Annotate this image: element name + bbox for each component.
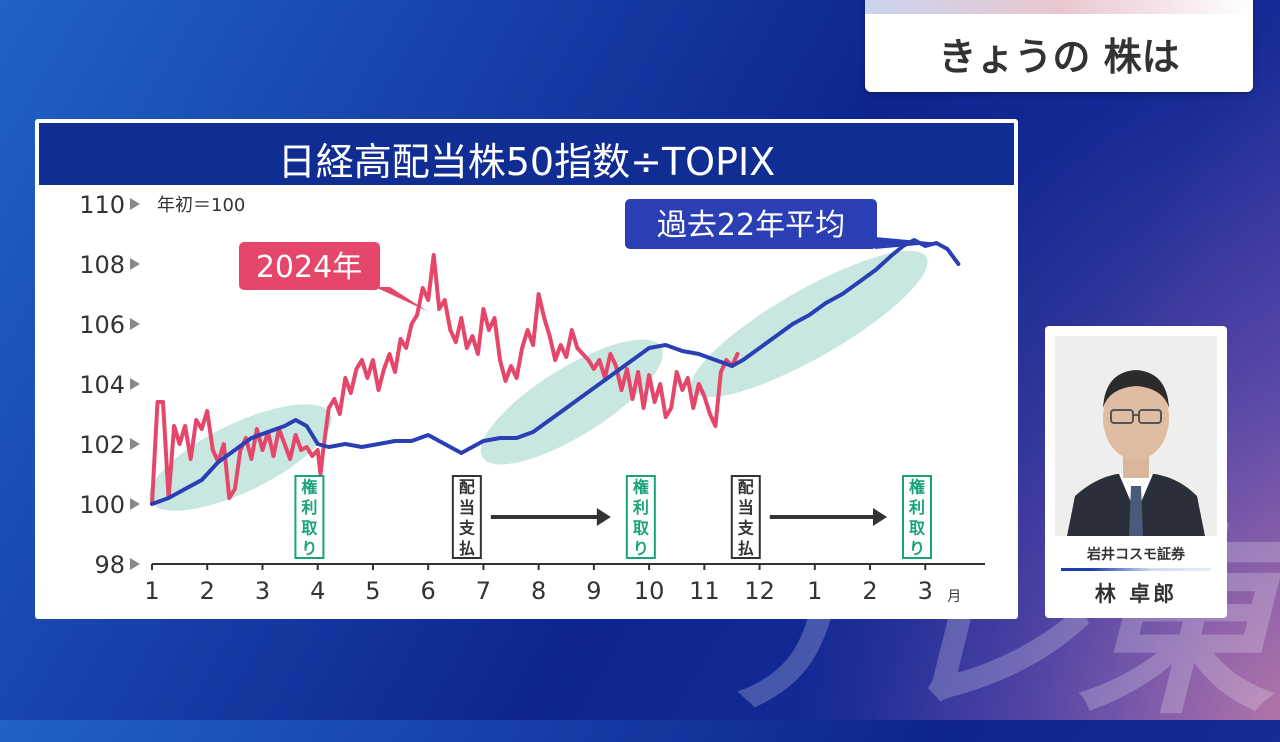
period-arrow-head — [873, 508, 888, 526]
event-box — [294, 475, 325, 559]
event-label-char: 利 — [633, 498, 649, 517]
x-tick-label: 7 — [476, 577, 491, 605]
x-tick-label: 3 — [255, 577, 270, 605]
y-tick-label: 110 — [79, 191, 125, 219]
event-label-char: 取 — [909, 518, 925, 537]
y-tick-marker — [130, 498, 140, 510]
segment-header: きょうの 株は — [865, 0, 1253, 92]
y-tick-label: 98 — [94, 551, 125, 579]
event-label-char: り — [909, 539, 925, 558]
event-label-char: 支 — [737, 518, 755, 537]
event-label-char: り — [301, 539, 317, 558]
event-box — [902, 475, 933, 559]
x-tick-label: 2 — [200, 577, 215, 605]
x-tick-label: 3 — [918, 577, 933, 605]
company-underline — [1061, 568, 1211, 571]
event-box — [625, 475, 656, 559]
event-label-char: 取 — [633, 518, 649, 537]
event-label-char: 当 — [738, 498, 754, 517]
period-arrow-head — [596, 508, 611, 526]
y-tick-marker — [130, 378, 140, 390]
callout-avg-box — [625, 199, 877, 249]
presenter-photo — [1055, 336, 1217, 536]
presenter-company: 岩井コスモ証券 — [1087, 547, 1185, 563]
y-tick-marker — [130, 198, 140, 210]
x-tick-label: 12 — [744, 577, 775, 605]
event-label-char: り — [633, 539, 649, 558]
event-label-char: 権 — [301, 477, 317, 496]
y-tick-label: 106 — [79, 311, 125, 339]
x-tick-label: 1 — [144, 577, 159, 605]
line-chart: 1 2 3 4 5 6 7 8 9 10 11 12 1 2 3 月11010810610410210098年… — [79, 191, 985, 605]
callout-avg-pointer — [875, 237, 940, 249]
event-label-char: 権 — [909, 477, 925, 496]
event-label-char: 取 — [301, 518, 317, 537]
x-tick-label: 9 — [586, 577, 601, 605]
event-label-char: 払 — [738, 539, 754, 558]
callout-2024-label: 2024年 — [256, 250, 362, 285]
event-label-char: 利 — [301, 498, 317, 517]
y-tick-label: 104 — [79, 371, 125, 399]
event-label-char: 当 — [459, 498, 475, 517]
index-note: 年初＝100 — [157, 195, 245, 216]
series-line-2024 — [150, 253, 740, 506]
y-tick-marker — [130, 558, 140, 570]
y-tick-label: 100 — [79, 491, 125, 519]
x-tick-label: 4 — [310, 577, 325, 605]
callout-2024-pointer — [375, 287, 427, 311]
chart-panel: 日経高配当株50指数÷TOPIX 1 2 3 4 5 6 7 8 9 10 11 12 1 2 3 月 110 1… — [35, 119, 1018, 619]
x-tick-label: 11 — [689, 577, 720, 605]
event-label-char: 配 — [459, 477, 475, 496]
chart-title: 日経高配当株50指数÷TOPIX — [277, 140, 776, 184]
y-tick-label: 102 — [79, 431, 125, 459]
presenter-name: 林 卓郎 — [1094, 582, 1178, 606]
y-tick-marker — [130, 438, 140, 450]
highlight-ellipse-3 — [690, 250, 928, 398]
segment-title: きょうの 株は — [938, 35, 1180, 79]
event-label-char: 利 — [909, 498, 925, 517]
event-box — [451, 475, 482, 559]
y-tick-marker — [130, 258, 140, 270]
x-tick-label: 8 — [531, 577, 546, 605]
x-tick-label: 5 — [365, 577, 380, 605]
callout-avg-label: 過去22年平均 — [657, 208, 845, 243]
event-label-char: 配 — [738, 477, 754, 496]
y-tick-label: 108 — [79, 251, 125, 279]
x-unit-label: 月 — [947, 589, 961, 605]
x-tick-label: 10 — [634, 577, 665, 605]
x-tick-label: 1 — [807, 577, 822, 605]
chart-title-bar: 日経高配当株50指数÷TOPIX — [39, 123, 1014, 185]
y-tick-marker — [130, 318, 140, 330]
header-accent-strip — [865, 0, 1253, 14]
event-label-char: 権 — [633, 477, 649, 496]
series-line-22yr-average — [150, 238, 961, 506]
event-box — [730, 475, 761, 559]
event-label-char: 払 — [459, 539, 475, 558]
event-label-char: 支 — [458, 518, 476, 537]
presenter-card: 岩井コスモ証券 林 卓郎 — [1045, 326, 1227, 618]
callout-2024-box — [239, 242, 380, 290]
x-tick-label: 6 — [421, 577, 436, 605]
x-tick-label: 2 — [862, 577, 877, 605]
